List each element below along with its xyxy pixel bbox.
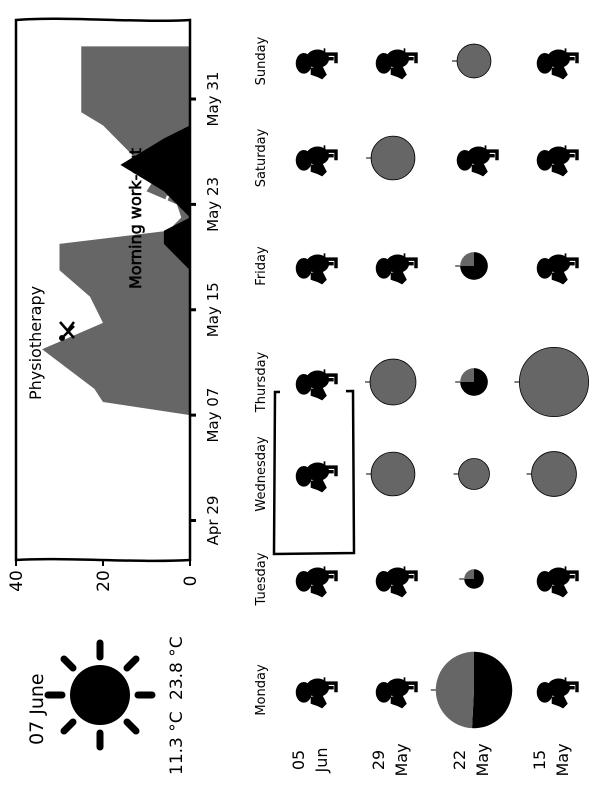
chart-annotations: Physiotherapy Morning work-out — [26, 148, 170, 400]
week-label-day: 05 — [289, 750, 308, 770]
calendar-cell-22-may-tuesday[interactable] — [459, 569, 484, 589]
temperature-low: 11.3 °C — [167, 711, 187, 775]
calendar-cell-15-may-tuesday[interactable] — [521, 542, 587, 616]
week-label-day: 15 — [530, 750, 549, 770]
weekday-labels: Monday Tuesday Wednesday Thursday Friday Satu… — [254, 36, 269, 715]
series-morning-work-out-area — [120, 125, 190, 271]
calendar-cell-29-may-saturday[interactable] — [366, 135, 416, 181]
activity-pie-workout-slice — [472, 651, 513, 729]
calendar-cell-05-jun-sunday[interactable] — [280, 24, 346, 98]
calendar-cell-29-may-sunday[interactable] — [360, 24, 426, 98]
calendar-cell-22-may-saturday[interactable] — [441, 121, 507, 195]
activity-pie-physiotherapy — [370, 451, 416, 497]
calendar-cell-15-may-thursday[interactable] — [514, 346, 590, 418]
weekday-label-monday: Monday — [254, 664, 269, 716]
activity-area-chart: 0 20 40 Apr 29 May 07 May 15 May 23 May 31 Phy… — [7, 17, 222, 592]
calendar-cell-29-may-wednesday[interactable] — [366, 451, 416, 497]
weekday-label-thursday: Thursday — [254, 351, 269, 413]
calendar-cell-15-may-sunday[interactable] — [521, 24, 587, 98]
x-tick-label-may-31: May 31 — [204, 72, 222, 127]
activity-pie-physiotherapy — [369, 358, 417, 406]
calendar-cell-22-may-sunday[interactable] — [452, 43, 492, 79]
calendar-cell-22-may-wednesday[interactable] — [453, 458, 490, 490]
weather-date: 07 June — [26, 673, 48, 745]
calendar-cell-05-jun-monday[interactable] — [280, 653, 346, 727]
activity-pie-physiotherapy — [458, 458, 490, 490]
calendar-cell-29-may-tuesday[interactable] — [360, 542, 426, 616]
week-label: 15 May — [530, 743, 572, 776]
calendar-cell-05-jun-friday[interactable] — [280, 229, 346, 303]
calendar-cell-15-may-monday[interactable] — [521, 653, 587, 727]
series-physiotherapy-area — [42, 46, 190, 416]
week-label: 05 Jun — [289, 748, 331, 774]
x-tick-label-may-15: May 15 — [204, 282, 222, 337]
activity-pie-physiotherapy — [370, 135, 416, 181]
x-tick-label-may-23: May 23 — [204, 177, 222, 232]
x-axis: Apr 29 May 07 May 15 May 23 May 31 — [190, 72, 222, 546]
week-labels: 05 Jun 29 May 22 May 15 May — [289, 743, 572, 776]
activity-pie-physiotherapy-slice — [435, 651, 474, 729]
calendar-cell-29-may-friday[interactable] — [360, 229, 426, 303]
activity-pie-physiotherapy — [531, 451, 577, 497]
weekday-label-sunday: Sunday — [254, 36, 269, 85]
x-tick-label-may-07: May 07 — [204, 388, 222, 443]
x-tick-label-apr-29: Apr 29 — [204, 496, 222, 546]
week-label: 29 May — [369, 743, 411, 776]
annotation-workout-label: Morning work-out — [126, 148, 145, 289]
y-axis: 0 20 40 — [7, 560, 201, 592]
calendar-cell-22-may-monday[interactable] — [430, 651, 513, 729]
sun-icon — [44, 639, 156, 751]
week-label-month: May — [553, 743, 572, 776]
week-label-month: May — [392, 743, 411, 776]
activity-calendar: Monday Tuesday Wednesday Thursday Friday Satu… — [254, 24, 590, 777]
calendar-cell-15-may-saturday[interactable] — [521, 121, 587, 195]
activity-pie-physiotherapy-slice — [460, 368, 474, 382]
activity-pie-physiotherapy-slice — [464, 569, 474, 579]
activity-pie-physiotherapy — [518, 346, 590, 418]
calendar-cell-15-may-wednesday[interactable] — [526, 451, 577, 497]
weather-widget: 07 June 23.8 °C 11.3 °C — [26, 636, 187, 775]
activity-pie-physiotherapy — [456, 43, 492, 79]
weekday-label-saturday: Saturday — [254, 128, 269, 187]
week-label-day: 22 — [450, 750, 469, 770]
y-tick-label-20: 20 — [94, 570, 114, 592]
calendar-cell-22-may-friday[interactable] — [455, 252, 488, 280]
chart-area-series — [42, 46, 190, 416]
week-label: 22 May — [450, 743, 492, 776]
weekday-label-friday: Friday — [254, 246, 269, 286]
calendar-cell-29-may-thursday[interactable] — [365, 358, 417, 406]
y-tick-label-0: 0 — [181, 576, 201, 587]
calendar-grid — [272, 24, 590, 729]
workout-icon — [148, 194, 170, 213]
calendar-cell-15-may-friday[interactable] — [521, 229, 587, 303]
physiotherapy-icon — [59, 321, 75, 341]
calendar-cell-05-jun-thursday[interactable] — [280, 345, 346, 419]
week-label-month: May — [473, 743, 492, 776]
weekday-label-wednesday: Wednesday — [254, 436, 269, 512]
calendar-cell-05-jun-saturday[interactable] — [280, 121, 346, 195]
calendar-cell-29-may-monday[interactable] — [360, 653, 426, 727]
calendar-cell-22-may-thursday[interactable] — [455, 368, 488, 396]
y-tick-label-40: 40 — [7, 570, 27, 592]
temperature-high: 23.8 °C — [167, 636, 187, 700]
week-label-month: Jun — [312, 748, 331, 774]
activity-pie-physiotherapy-slice — [460, 252, 474, 266]
week-label-day: 29 — [369, 750, 388, 770]
weekday-label-tuesday: Tuesday — [254, 552, 269, 606]
annotation-physiotherapy-label: Physiotherapy — [26, 286, 45, 400]
